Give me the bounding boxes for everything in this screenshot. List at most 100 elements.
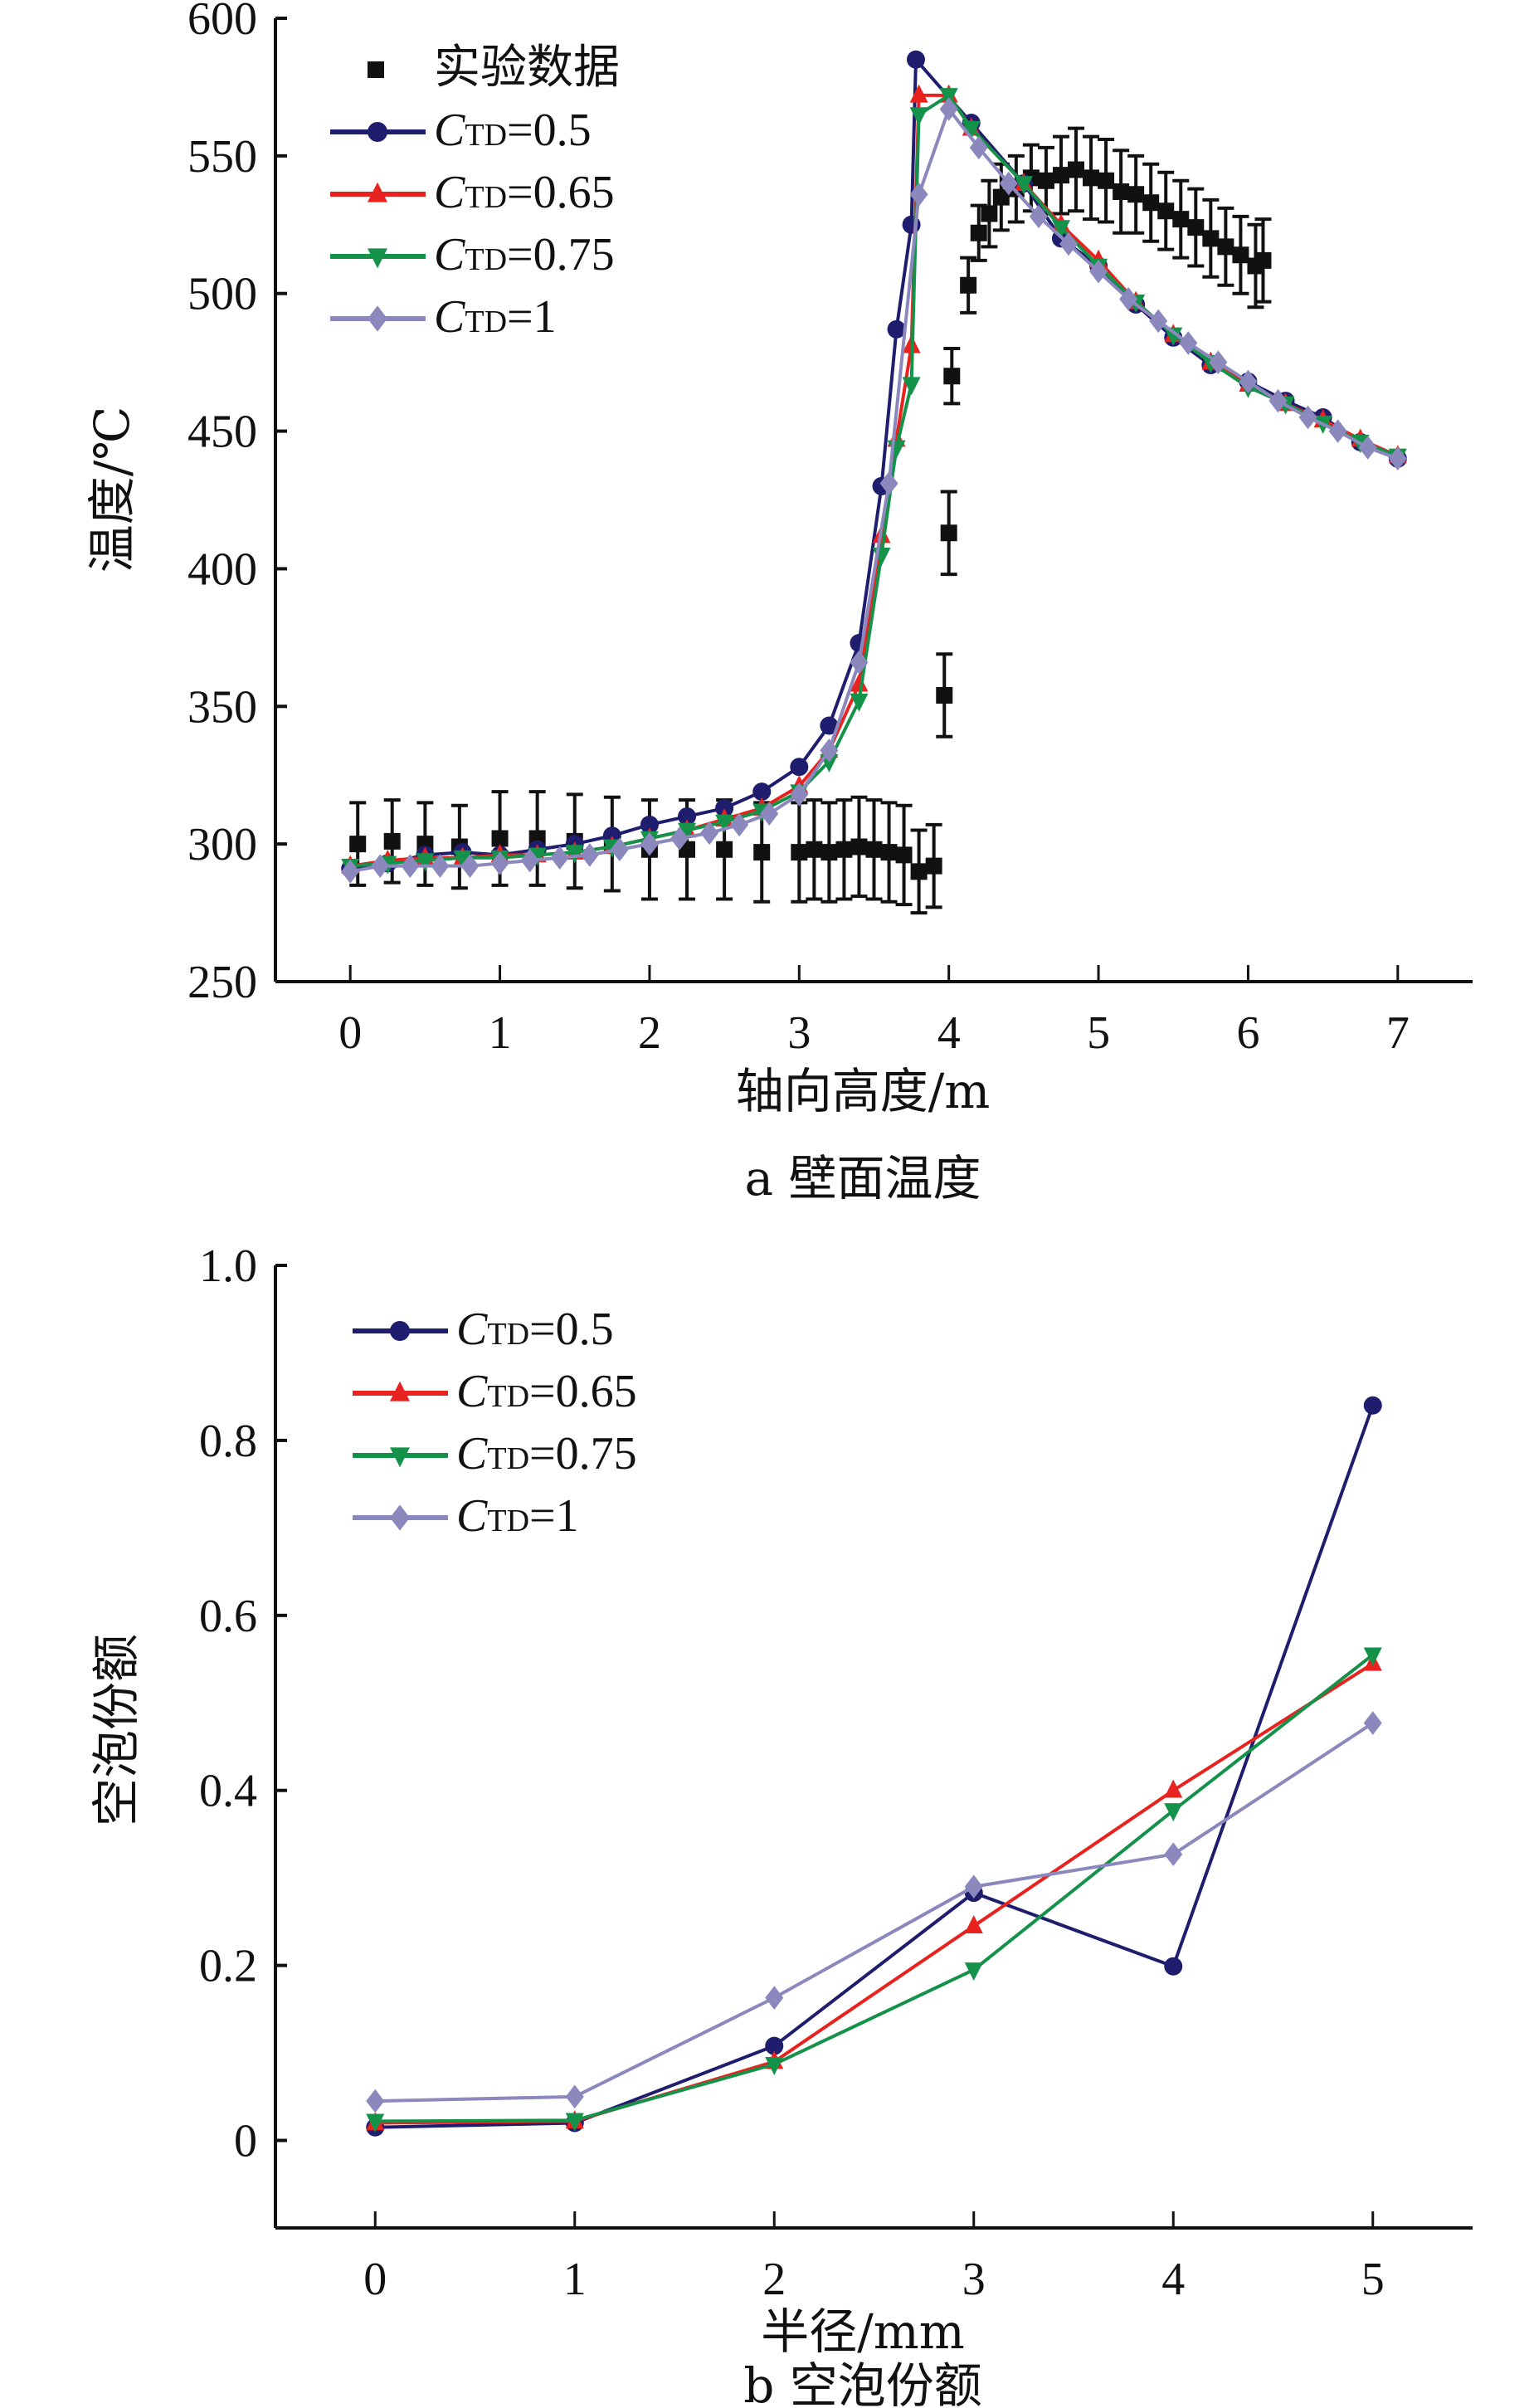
data-point <box>820 716 839 735</box>
data-point <box>640 815 659 834</box>
data-point <box>909 107 928 126</box>
x-tick-label: 4 <box>1161 2254 1185 2305</box>
data-point <box>939 97 958 121</box>
legend-marker <box>368 305 387 332</box>
experimental-point <box>491 830 509 847</box>
chart-a-x-label: 轴向高度/m <box>736 1063 991 1119</box>
data-point <box>640 831 659 856</box>
series-ctd-1 <box>341 97 1407 884</box>
chart-b-series <box>366 1396 1382 2137</box>
legend-label: CTD=1 <box>434 291 557 343</box>
experimental-point <box>992 188 1010 206</box>
data-point <box>1209 350 1228 374</box>
data-point <box>909 84 928 103</box>
experimental-point <box>1172 211 1190 228</box>
experimental-point <box>981 205 998 222</box>
legend-label: CTD=0.5 <box>456 1304 614 1355</box>
legend-item: CTD=0.75 <box>330 229 615 280</box>
legend-item: CTD=1 <box>353 1490 579 1542</box>
data-point <box>1164 1957 1183 1976</box>
data-point <box>610 837 629 862</box>
data-point <box>431 854 450 878</box>
data-point <box>1363 1647 1382 1666</box>
x-tick-label: 5 <box>1087 1007 1110 1059</box>
data-point <box>490 851 509 875</box>
experimental-point <box>925 857 942 875</box>
experimental-point <box>1232 246 1249 264</box>
x-tick-label: 5 <box>1361 2254 1385 2305</box>
data-point <box>1363 1396 1382 1415</box>
legend-marker <box>368 182 387 202</box>
experimental-point <box>1202 230 1220 247</box>
data-point <box>1328 419 1347 443</box>
experimental-point <box>1037 172 1054 189</box>
y-tick-label: 0.6 <box>199 1591 257 1642</box>
data-point <box>1358 436 1377 460</box>
data-point <box>765 2036 784 2055</box>
experimental-point <box>1157 202 1175 220</box>
data-point <box>820 738 839 763</box>
chart-a-legend: 实验数据 CTD=0.5 CTD=0.65 CTD=0.75 CTD=1 <box>330 42 620 343</box>
y-tick-label: 600 <box>187 0 257 45</box>
data-point <box>850 650 869 675</box>
chart-b-y-ticks: 0 0.2 0.4 0.6 0.8 1.0 <box>199 1241 287 2167</box>
x-tick-label: 3 <box>962 2254 986 2305</box>
y-tick-label: 0.4 <box>199 1766 257 1817</box>
experimental-point <box>820 844 838 861</box>
chart-b-caption: b 空泡份额 <box>743 2357 982 2408</box>
experimental-point <box>791 844 808 861</box>
experimental-point <box>1113 183 1130 200</box>
x-tick-label: 6 <box>1236 1007 1259 1059</box>
experimental-point <box>835 841 853 858</box>
legend-item: CTD=0.5 <box>330 105 592 156</box>
data-point <box>760 802 779 826</box>
data-point <box>964 1962 983 1981</box>
series-ctd-0-5 <box>341 50 1407 878</box>
data-point <box>790 758 809 777</box>
data-point <box>902 377 921 396</box>
experimental-point <box>940 524 957 542</box>
legend-label: CTD=0.75 <box>434 229 615 280</box>
x-tick-label: 0 <box>363 2254 387 2305</box>
experimental-point <box>1068 161 1085 178</box>
experimental-point <box>1052 167 1069 184</box>
x-tick-label: 0 <box>338 1007 362 1059</box>
legend-marker <box>390 1381 410 1401</box>
series-ctd-0-75 <box>366 1647 1382 2133</box>
data-point <box>416 853 435 872</box>
y-tick-label: 500 <box>187 269 257 320</box>
legend-marker <box>390 1447 410 1468</box>
experimental-point <box>1254 251 1272 269</box>
data-point <box>1089 259 1108 284</box>
chart-a-axes <box>274 18 1473 983</box>
data-point <box>715 814 734 833</box>
legend-marker-experimental <box>368 61 384 78</box>
y-tick-label: 550 <box>187 131 257 183</box>
data-point <box>460 854 480 878</box>
experimental-point <box>1187 219 1205 236</box>
legend-label: CTD=0.65 <box>434 167 615 218</box>
experimental-point <box>383 832 401 850</box>
y-tick-label: 300 <box>187 819 257 870</box>
data-point <box>528 847 547 866</box>
experimental-point <box>1217 238 1234 256</box>
data-point <box>962 120 981 139</box>
y-tick-label: 1.0 <box>199 1241 257 1292</box>
legend-label: CTD=1 <box>456 1490 579 1542</box>
data-point <box>366 2113 385 2133</box>
data-point <box>1268 388 1288 413</box>
legend-marker <box>368 122 387 142</box>
data-point <box>565 845 584 864</box>
experimental-point <box>1083 169 1100 187</box>
legend-marker <box>390 1321 410 1341</box>
data-point <box>1363 1711 1382 1735</box>
experimental-point <box>1127 186 1145 203</box>
data-point <box>1149 309 1168 334</box>
legend-item: CTD=0.75 <box>353 1428 637 1479</box>
experimental-point <box>806 841 823 858</box>
series-line <box>375 1405 1375 2129</box>
legend-item: CTD=1 <box>330 291 557 343</box>
data-point <box>765 2057 784 2075</box>
x-tick-label: 3 <box>787 1007 811 1059</box>
experimental-point <box>1098 172 1115 189</box>
